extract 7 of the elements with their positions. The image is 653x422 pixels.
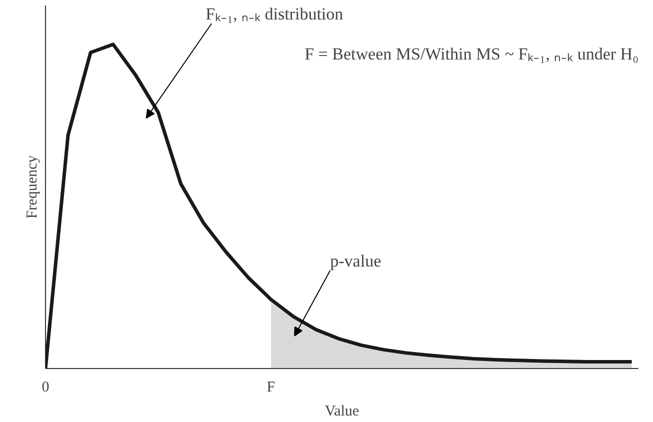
x-tick-label: 0	[42, 380, 50, 396]
y-axis-title: Frequency	[24, 154, 40, 219]
x-axis-title: Value	[324, 404, 360, 420]
text: Fₖ₋₁, ₙ₋ₖ distribution	[206, 4, 344, 24]
annotation: F = Between MS/Within MS ~ Fₖ₋₁, ₙ₋ₖ under H₀	[304, 44, 639, 64]
x-tick-label: F	[266, 380, 276, 396]
annotation: p-value	[330, 251, 382, 270]
